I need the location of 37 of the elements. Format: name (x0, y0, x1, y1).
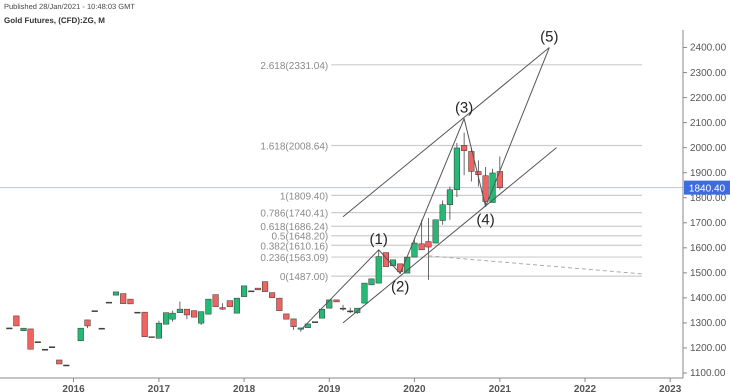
y-tick-label: 2400.00 (690, 42, 727, 54)
ref-line-label: 0.382(1610.16) (260, 241, 328, 252)
y-tick-label: 1700.00 (690, 218, 727, 229)
annotation: (1) (370, 230, 388, 248)
ref-line-label: 2.618(2331.04) (260, 60, 328, 72)
ref-line-label: 0(1487.00) (280, 272, 328, 284)
x-tick-label: 2019 (318, 384, 341, 392)
x-tick-label: 2022 (574, 384, 597, 392)
ref-line-label: 0.236(1563.09) (260, 253, 328, 264)
y-tick-label: 2000.00 (690, 142, 727, 154)
x-tick-label: 2020 (403, 384, 426, 392)
ref-line-label: 0.786(1740.41) (260, 208, 328, 220)
ref-line-label: 1(1809.40) (280, 191, 328, 202)
x-tick-label: 2021 (488, 384, 512, 392)
y-tick-label: 2300.00 (690, 68, 727, 79)
y-tick-label: 1600.00 (690, 243, 727, 254)
y-tick-label: 1300.00 (690, 318, 727, 330)
x-tick-label: 2016 (62, 384, 86, 392)
y-tick-label: 1200.00 (690, 343, 727, 354)
ref-line-label: 0.618(1686.24) (260, 222, 328, 234)
x-tick-label: 2023 (659, 384, 682, 392)
annotation: (3) (454, 100, 474, 117)
y-tick-label: 2100.00 (690, 118, 727, 129)
y-tick-label: 1900.00 (690, 168, 727, 179)
x-tick-label: 2018 (232, 384, 256, 392)
ref-line-label: 1840.40 (688, 184, 726, 195)
y-tick-label: 1100.00 (690, 368, 726, 380)
annotation: (2) (391, 278, 410, 296)
ref-line-label: 0.5(1648.20) (272, 232, 328, 243)
y-tick-label: 2200.00 (690, 92, 727, 104)
chart-title: Gold Futures, (CFD):ZG, M (4, 16, 106, 25)
annotation: (5) (540, 28, 558, 46)
ref-line-label: 1.618(2008.64) (260, 142, 328, 153)
x-tick-label: 2017 (148, 384, 170, 392)
y-tick-label: 1500.00 (690, 268, 727, 280)
annotation: (4) (476, 212, 495, 229)
y-tick-label: 1400.00 (690, 293, 727, 304)
